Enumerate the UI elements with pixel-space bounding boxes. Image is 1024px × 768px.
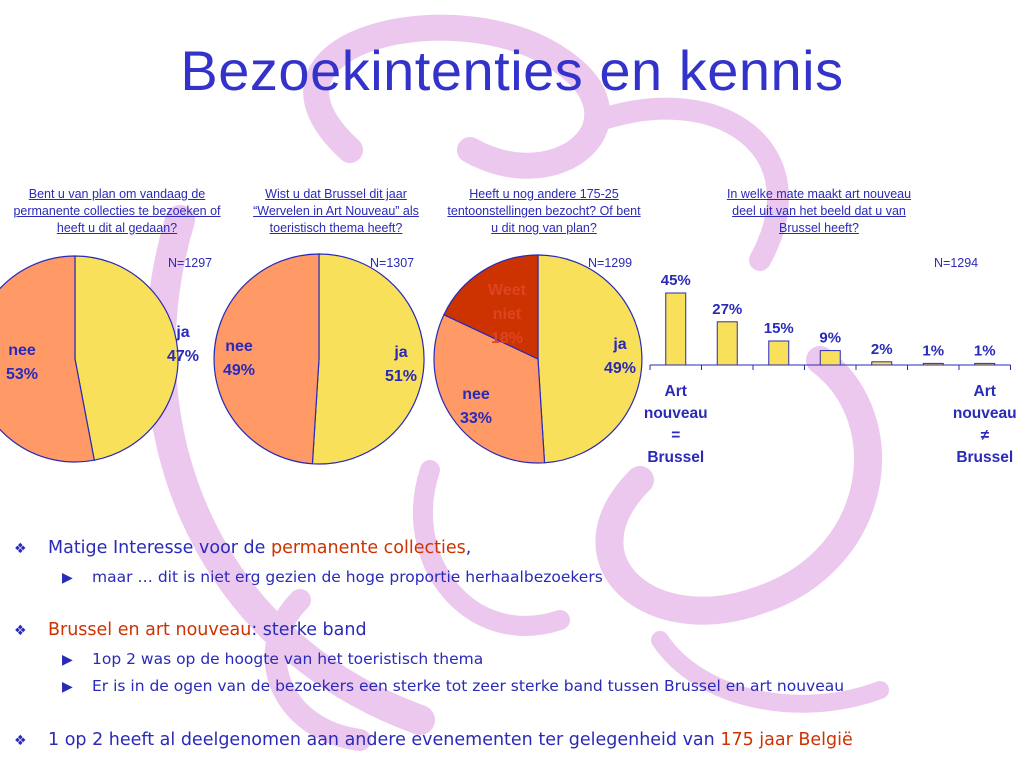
pie-slice-label: nee xyxy=(8,342,36,359)
pie-slice-ja xyxy=(311,253,425,465)
bar-right-end-label: nouveau xyxy=(953,405,1017,422)
bar xyxy=(665,292,687,366)
n-label-1: N=1297 xyxy=(168,256,213,270)
bar xyxy=(716,321,738,366)
sub-bullet-item: ▶ 1op 2 was op de hoogte van het toeristi… xyxy=(62,650,484,668)
diamond-bullet-icon: ❖ xyxy=(14,541,27,557)
pie-slice-ja xyxy=(74,255,179,461)
pie-slice-weet-niet xyxy=(443,254,539,360)
diamond-bullet-icon: ❖ xyxy=(14,623,27,639)
chart-question-2: Wist u dat Brussel dit jaar “Wervelen in… xyxy=(253,187,419,235)
bar-right-end-label: Brussel xyxy=(956,449,1013,466)
bar-value-label: 1% xyxy=(922,342,944,359)
bar-value-label: 45% xyxy=(661,272,691,289)
bar xyxy=(819,350,841,366)
chart-question-1: Bent u van plan om vandaag de permanente… xyxy=(13,187,221,235)
slide-title: Bezoekintenties en kennis xyxy=(180,39,844,102)
bar-value-label: 9% xyxy=(819,330,841,347)
triangle-bullet-icon: ▶ xyxy=(62,652,73,668)
bar-left-end-label: Art xyxy=(665,383,687,400)
triangle-bullet-icon: ▶ xyxy=(62,679,73,695)
n-label-4: N=1294 xyxy=(934,256,979,270)
pie-slice-ja xyxy=(537,254,643,464)
pie-slice-value-label: 33% xyxy=(460,410,492,427)
bar-value-label: 1% xyxy=(974,342,996,359)
bar-left-end-label: nouveau xyxy=(644,405,708,422)
bar-left-end-label: Brussel xyxy=(647,449,704,466)
bar-right-end-label: ≠ xyxy=(980,427,989,444)
pie-slice-label: nee xyxy=(462,386,490,403)
pie-slice-label: niet xyxy=(493,306,522,323)
sub-bullet-item: ▶ maar … dit is niet erg gezien de hoge p… xyxy=(62,568,603,586)
diamond-bullet-icon: ❖ xyxy=(14,733,27,749)
bar xyxy=(922,362,944,366)
bullet-item: ❖ Matige Interesse voor de permanente col… xyxy=(14,538,472,558)
pie-slice-value-label: 51% xyxy=(385,368,417,385)
bullet-item: ❖ Brussel en art nouveau: sterke band xyxy=(14,620,367,640)
sub-bullet-item: ▶ Er is in de ogen van de bezoekers een s… xyxy=(62,677,845,695)
pie-slice-nee xyxy=(0,255,96,463)
pie-slice-value-label: 49% xyxy=(604,360,636,377)
bar-value-label: 2% xyxy=(871,341,893,358)
bar-value-label: 15% xyxy=(764,320,794,337)
pie-slice-value-label: 18% xyxy=(491,330,523,347)
bar xyxy=(974,362,996,366)
pie-slice-label: ja xyxy=(612,336,626,353)
chart-question-3: Heeft u nog andere 175-25 tentoonstellin… xyxy=(447,187,641,235)
pie-slice-value-label: 47% xyxy=(167,348,199,365)
bullet-item: ❖ 1 op 2 heeft al deelgenomen aan andere … xyxy=(14,730,853,750)
n-label-3: N=1299 xyxy=(588,256,633,270)
pie-slice-nee xyxy=(213,253,320,465)
charts-area: ja 47% nee 53% ja 51% nee 49% ja 49% nee 33% Weet nie… xyxy=(0,253,1017,466)
pie-slice-value-label: 53% xyxy=(6,366,38,383)
pie-slice-label: Weet xyxy=(488,282,527,299)
pie-slice-nee xyxy=(433,313,546,464)
pie-slice-label: ja xyxy=(393,344,407,361)
bar-value-label: 27% xyxy=(712,301,742,318)
n-label-2: N=1307 xyxy=(370,256,415,270)
pie-slice-label: ja xyxy=(175,324,189,341)
bar xyxy=(871,361,893,366)
triangle-bullet-icon: ▶ xyxy=(62,570,73,586)
pie-slice-value-label: 49% xyxy=(223,362,255,379)
bar xyxy=(768,340,790,366)
pie-slice-label: nee xyxy=(225,338,253,355)
chart-question-4: In welke mate maakt art nouveau deel uit… xyxy=(726,187,912,235)
bar-right-end-label: Art xyxy=(974,383,996,400)
bar-left-end-label: = xyxy=(671,427,680,444)
